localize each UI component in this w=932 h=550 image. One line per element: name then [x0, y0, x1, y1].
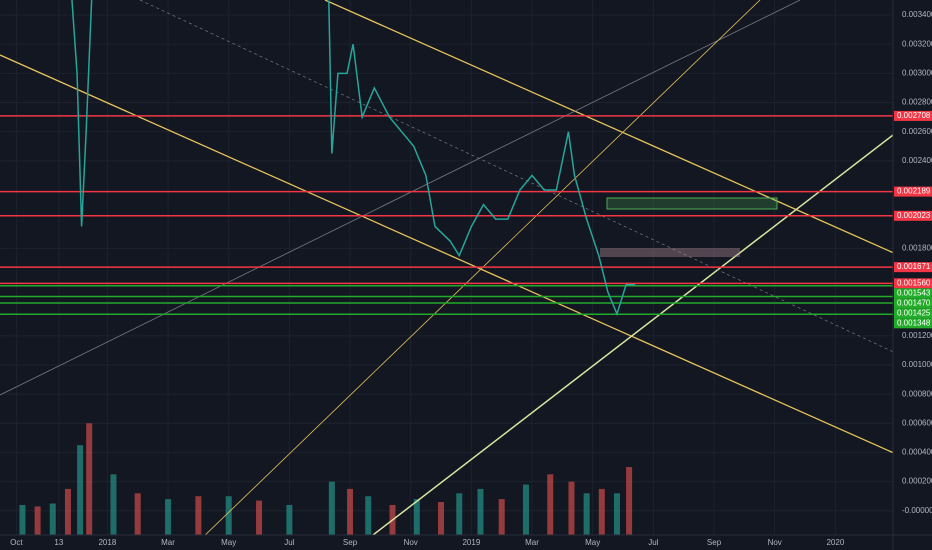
volume-bar — [286, 504, 293, 535]
volume-bar — [547, 474, 554, 535]
level-badge — [894, 298, 932, 309]
volume-bar — [626, 467, 633, 535]
volume-bar — [498, 499, 505, 535]
level-label: 0.002189 — [897, 187, 931, 196]
volume-bar — [456, 493, 463, 535]
volume-bar — [477, 488, 484, 535]
volume-bar — [165, 499, 172, 535]
volume-bar — [568, 481, 575, 535]
x-tick-label: 2020 — [826, 538, 844, 547]
level-badge — [894, 262, 932, 273]
x-tick-label: May — [221, 538, 236, 547]
price — [71, 0, 636, 317]
x-tick-label: Jul — [648, 538, 658, 547]
level-badge — [894, 318, 932, 329]
level-label: 0.001543 — [897, 288, 931, 297]
volume-bar — [583, 493, 590, 535]
volume-bar — [86, 423, 93, 535]
y-tick-label: 0.000200 — [902, 477, 932, 486]
level-badge — [894, 288, 932, 299]
level-label: 0.001560 — [897, 278, 931, 287]
level-label: 0.001671 — [897, 262, 931, 271]
level-badge — [894, 110, 932, 121]
volume-bar — [365, 496, 372, 535]
volume-bar — [34, 506, 41, 535]
volume-bar — [134, 493, 141, 535]
volume-bar — [195, 496, 202, 535]
volume-bar — [110, 474, 117, 535]
zone — [606, 197, 778, 210]
level-label: 0.001425 — [897, 308, 931, 317]
volume-bar — [64, 488, 71, 535]
x-tick-label: Nov — [768, 538, 782, 547]
x-tick-label: 13 — [54, 538, 63, 547]
zone — [600, 248, 740, 257]
price-line — [328, 0, 636, 317]
volume-bar — [49, 503, 56, 535]
x-tick-label: Mar — [161, 538, 175, 547]
x-tick-label: Oct — [10, 538, 23, 547]
volume-bar — [598, 488, 605, 535]
volume — [19, 423, 633, 535]
levels — [0, 115, 893, 315]
volume-bar — [225, 496, 232, 535]
trend-line — [204, 0, 761, 535]
volume-bar — [328, 481, 335, 535]
x-tick-label: Sep — [707, 538, 722, 547]
trend-line — [324, 0, 893, 254]
volume-bar — [256, 500, 263, 535]
level-label: 0.001348 — [897, 318, 931, 327]
x-tick-label: Nov — [404, 538, 418, 547]
price-line — [71, 0, 93, 227]
x-tick-label: Mar — [525, 538, 539, 547]
x-tick-label: 2018 — [98, 538, 116, 547]
trend-line — [371, 134, 893, 535]
trend-line — [139, 0, 893, 353]
level-label: 0.002023 — [897, 211, 931, 220]
x-tick-label: May — [585, 538, 600, 547]
x-tick-label: Sep — [343, 538, 358, 547]
level-badge — [894, 210, 932, 221]
trend-line — [0, 54, 893, 454]
level-badge — [894, 278, 932, 289]
volume-bar — [613, 493, 620, 535]
x-tick-label: 2019 — [462, 538, 480, 547]
volume-bar — [19, 504, 26, 535]
volume-bar — [522, 484, 529, 535]
x-tick-label: Jul — [284, 538, 294, 547]
level-badge — [894, 186, 932, 197]
volume-bar — [413, 499, 420, 535]
volume-bar — [77, 445, 84, 535]
volume-bar — [438, 502, 445, 535]
volume-bar — [347, 488, 354, 535]
y-tick-label: -0.000000 — [902, 506, 932, 515]
level-badge — [894, 308, 932, 319]
trend-line — [0, 0, 801, 396]
level-label: 0.001470 — [897, 298, 931, 307]
level-label: 0.002708 — [897, 111, 931, 120]
